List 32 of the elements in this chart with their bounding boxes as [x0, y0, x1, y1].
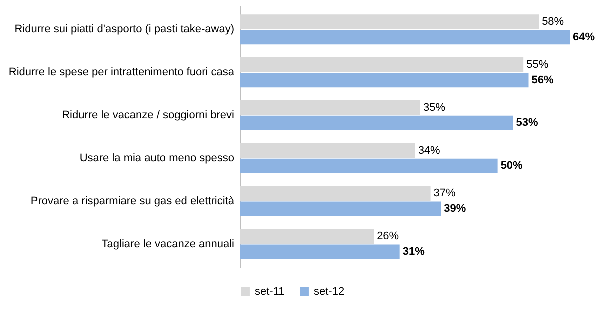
bar	[240, 244, 400, 260]
bar	[240, 158, 498, 174]
y-tick-label: Ridurre le spese per intrattenimento fuori casa	[8, 66, 236, 79]
bar	[240, 202, 442, 216]
data-label: 64%	[573, 31, 596, 44]
bar	[240, 116, 514, 131]
bar	[240, 100, 420, 116]
y-tick-label: Ridurre sui piatti d'asporto (i pasti take-away)	[14, 24, 234, 36]
y-tick-label: Usare la mia auto meno spesso	[80, 152, 234, 164]
y-tick-label: Tagliare le vacanze annuali	[102, 238, 234, 250]
bar	[240, 58, 524, 72]
data-label: 37%	[434, 188, 456, 200]
data-label: 35%	[423, 102, 446, 114]
data-label: 26%	[377, 230, 400, 243]
bar	[240, 143, 416, 158]
bar	[240, 72, 529, 88]
bar	[240, 30, 570, 45]
data-label: 31%	[402, 246, 426, 258]
data-label: 55%	[526, 58, 549, 71]
y-tick-label: Ridurre le vacanze / soggiorni brevi	[62, 110, 234, 122]
legend-label: set-11	[255, 286, 285, 298]
bar	[240, 229, 374, 244]
data-label: 39%	[444, 203, 466, 216]
data-label: 50%	[500, 160, 524, 172]
bar	[240, 186, 431, 202]
bar	[240, 14, 540, 30]
data-label: 34%	[418, 144, 441, 157]
y-tick-label: Provare a risparmiare su gas ed elettricità	[30, 195, 236, 208]
data-label: 56%	[532, 74, 554, 86]
legend-label: set-12	[314, 286, 345, 298]
data-label: 53%	[516, 117, 539, 130]
data-label: 58%	[542, 16, 564, 28]
